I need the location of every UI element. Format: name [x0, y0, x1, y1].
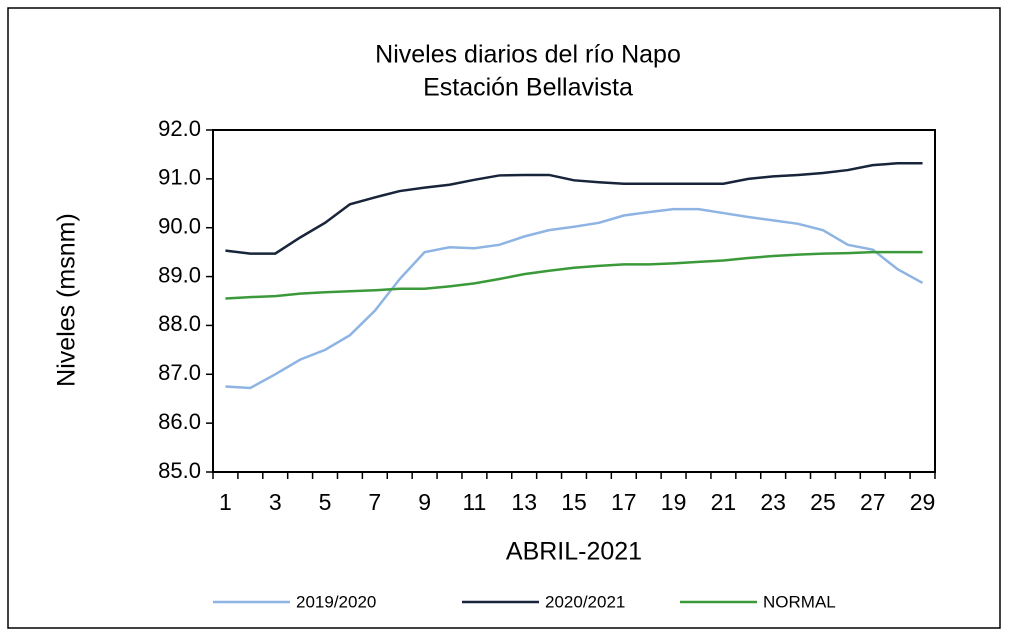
legend-label: NORMAL — [763, 592, 836, 611]
x-tick-label: 7 — [368, 489, 381, 515]
x-tick-label: 21 — [711, 489, 737, 515]
y-tick-label: 88.0 — [158, 311, 201, 336]
x-tick-label: 5 — [319, 489, 332, 515]
y-tick-label: 87.0 — [158, 360, 201, 385]
x-tick-label: 15 — [561, 489, 587, 515]
y-tick-label: 86.0 — [158, 409, 201, 434]
y-tick-label: 89.0 — [158, 262, 201, 287]
x-tick-label: 11 — [462, 489, 486, 515]
x-tick-label: 13 — [511, 489, 537, 515]
y-tick-label: 90.0 — [158, 214, 201, 239]
chart-subtitle: Estación Bellavista — [423, 74, 633, 102]
x-tick-label: 25 — [810, 489, 836, 515]
x-tick-label: 3 — [269, 489, 282, 515]
series-line — [225, 250, 923, 300]
x-tick-label: 29 — [910, 489, 936, 515]
x-tick-label: 23 — [760, 489, 786, 515]
chart-title: Niveles diarios del río Napo — [375, 41, 681, 69]
x-tick-label: 19 — [661, 489, 687, 515]
y-axis-label: Niveles (msnm) — [53, 213, 81, 387]
y-tick-label: 85.0 — [158, 458, 201, 483]
x-tick-label: 9 — [418, 489, 431, 515]
x-axis-label: ABRIL-2021 — [506, 538, 642, 566]
x-tick-label: 17 — [611, 489, 637, 515]
legend-label: 2020/2021 — [545, 592, 625, 611]
y-tick-label: 91.0 — [158, 165, 201, 190]
legend-label: 2019/2020 — [296, 592, 376, 611]
series-line — [225, 207, 924, 390]
frame — [7, 7, 1001, 629]
series-line — [225, 161, 923, 255]
x-tick-label: 1 — [219, 489, 232, 515]
x-tick-label: 27 — [860, 489, 886, 515]
plot-area — [212, 129, 936, 473]
y-tick-label: 92.0 — [158, 116, 201, 141]
